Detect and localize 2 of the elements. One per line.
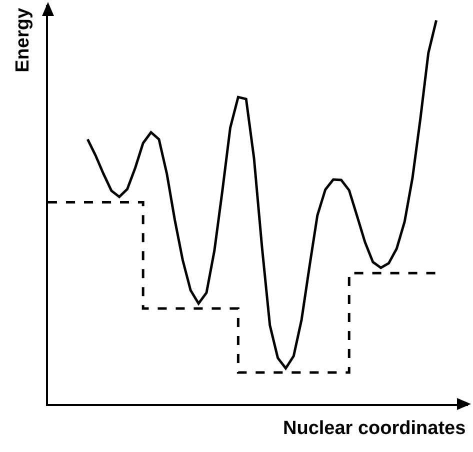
y-axis-title: Energy (12, 8, 34, 72)
x-axis-title: Nuclear coordinates (283, 418, 466, 439)
